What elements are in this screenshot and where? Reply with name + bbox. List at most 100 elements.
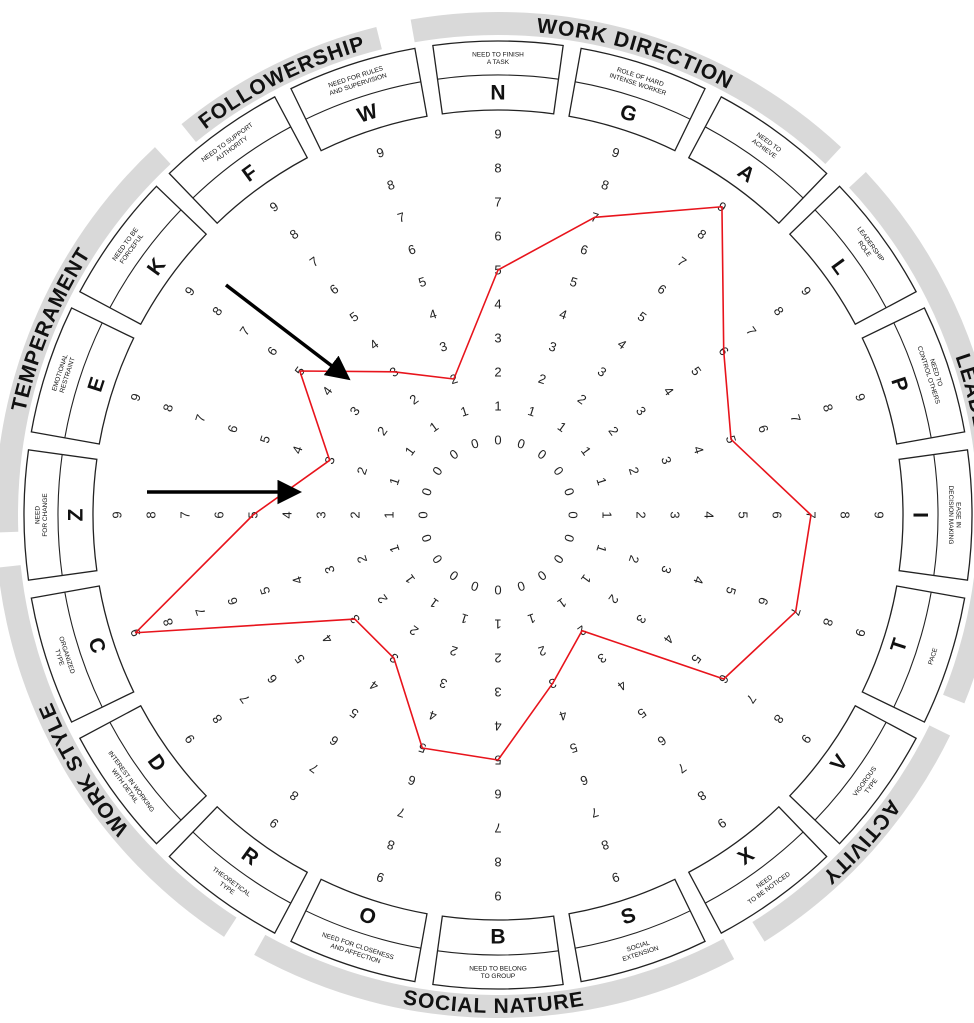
scale-tick: 5: [736, 511, 751, 518]
scale-tick: 9: [494, 889, 501, 904]
scale-tick: 8: [385, 177, 397, 194]
scale-tick: 8: [385, 837, 397, 854]
axis-letter: C: [83, 635, 110, 657]
scale-tick: 9: [127, 392, 144, 404]
scale-tick: 6: [406, 772, 418, 789]
scale-tick: 1: [526, 403, 538, 420]
scale-tick: 9: [610, 869, 622, 886]
scale-tick: 3: [438, 675, 450, 692]
scale-tick: 4: [557, 707, 569, 724]
scale-tick: 6: [264, 672, 280, 687]
scale-tick: 4: [367, 336, 382, 352]
scale-tick: 6: [578, 241, 590, 258]
scale-tick: 6: [327, 733, 342, 749]
scale-tick: 5: [688, 364, 704, 379]
scale-tick: 1: [555, 419, 570, 435]
scale-tick: 9: [852, 392, 869, 404]
scale-tick: 4: [702, 511, 717, 518]
scale-tick: 8: [820, 402, 837, 414]
axis-description: NEEDFOR CHANGE: [34, 493, 49, 537]
scale-tick-layer: 0123456789012345678901234567890123456789…: [110, 127, 887, 904]
scale-tick: 1: [386, 543, 403, 555]
profile-polygon: [134, 205, 812, 761]
scale-tick: 1: [382, 511, 397, 518]
axis-box-i: I EASE INDECISION MAKING: [898, 449, 973, 581]
scale-tick: 6: [494, 787, 501, 802]
scale-tick: 1: [427, 419, 442, 435]
scale-tick: 3: [494, 331, 501, 346]
scale-tick: 7: [178, 511, 193, 518]
axis-letter: O: [356, 903, 379, 930]
scale-tick: 0: [550, 552, 566, 567]
scale-tick: 4: [494, 297, 501, 312]
scale-tick: 2: [448, 643, 460, 660]
scale-tick: 0: [566, 511, 581, 518]
axis-letter: E: [84, 374, 110, 394]
scale-tick: 7: [743, 692, 759, 707]
scale-tick: 5: [257, 434, 274, 446]
scale-tick: 7: [787, 413, 804, 425]
scale-tick: 9: [182, 284, 198, 299]
scale-tick: 8: [695, 226, 710, 242]
scale-tick: 9: [375, 144, 387, 161]
scale-tick: 8: [820, 616, 837, 628]
axis-letter: N: [490, 82, 505, 105]
scale-tick: 2: [354, 465, 371, 477]
scale-tick: 3: [314, 511, 329, 518]
scale-tick: 5: [635, 705, 650, 721]
scale-tick: 0: [447, 446, 462, 462]
scale-tick: 4: [557, 306, 569, 323]
axis-description: EASE INDECISION MAKING: [947, 486, 962, 545]
scale-tick: 3: [494, 685, 501, 700]
scale-tick: 7: [589, 804, 601, 821]
scale-tick: 2: [536, 371, 548, 388]
scale-spoke-s: 0 1 2 3 4 5 6 7 8 9: [515, 578, 621, 886]
axis-description: NEED TO BELONG TO GROUP: [469, 965, 527, 980]
scale-tick: 5: [347, 309, 362, 325]
scale-tick: 9: [798, 284, 814, 299]
category-band: [254, 934, 735, 1018]
scale-tick: 6: [655, 733, 670, 749]
scale-tick: 4: [289, 574, 306, 586]
scale-tick: 6: [494, 229, 501, 244]
scale-tick: 4: [280, 511, 295, 518]
scale-tick: 4: [289, 444, 306, 456]
scale-tick: 8: [599, 837, 611, 854]
scale-tick: 1: [459, 610, 471, 627]
scale-tick: 3: [633, 404, 649, 419]
scale-tick: 2: [605, 424, 621, 439]
scale-tick: 2: [374, 592, 390, 607]
scale-tick: 7: [237, 692, 253, 707]
scale-tick: 7: [494, 821, 501, 836]
scale-tick: 3: [438, 338, 450, 355]
scale-tick: 9: [610, 144, 622, 161]
scale-tick: 0: [535, 446, 550, 462]
scale-tick: 1: [593, 543, 610, 555]
scale-tick: 4: [367, 678, 382, 694]
scale-tick: 0: [515, 435, 527, 452]
axis-description: NEED TO FINISH A TASK: [472, 51, 524, 66]
scale-tick: 4: [427, 707, 439, 724]
scale-tick: 0: [418, 532, 435, 544]
scale-tick: 2: [494, 651, 501, 666]
scale-tick: 4: [494, 719, 501, 734]
scale-tick: 2: [536, 643, 548, 660]
scale-tick: 8: [494, 855, 501, 870]
scale-tick: 5: [635, 309, 650, 325]
